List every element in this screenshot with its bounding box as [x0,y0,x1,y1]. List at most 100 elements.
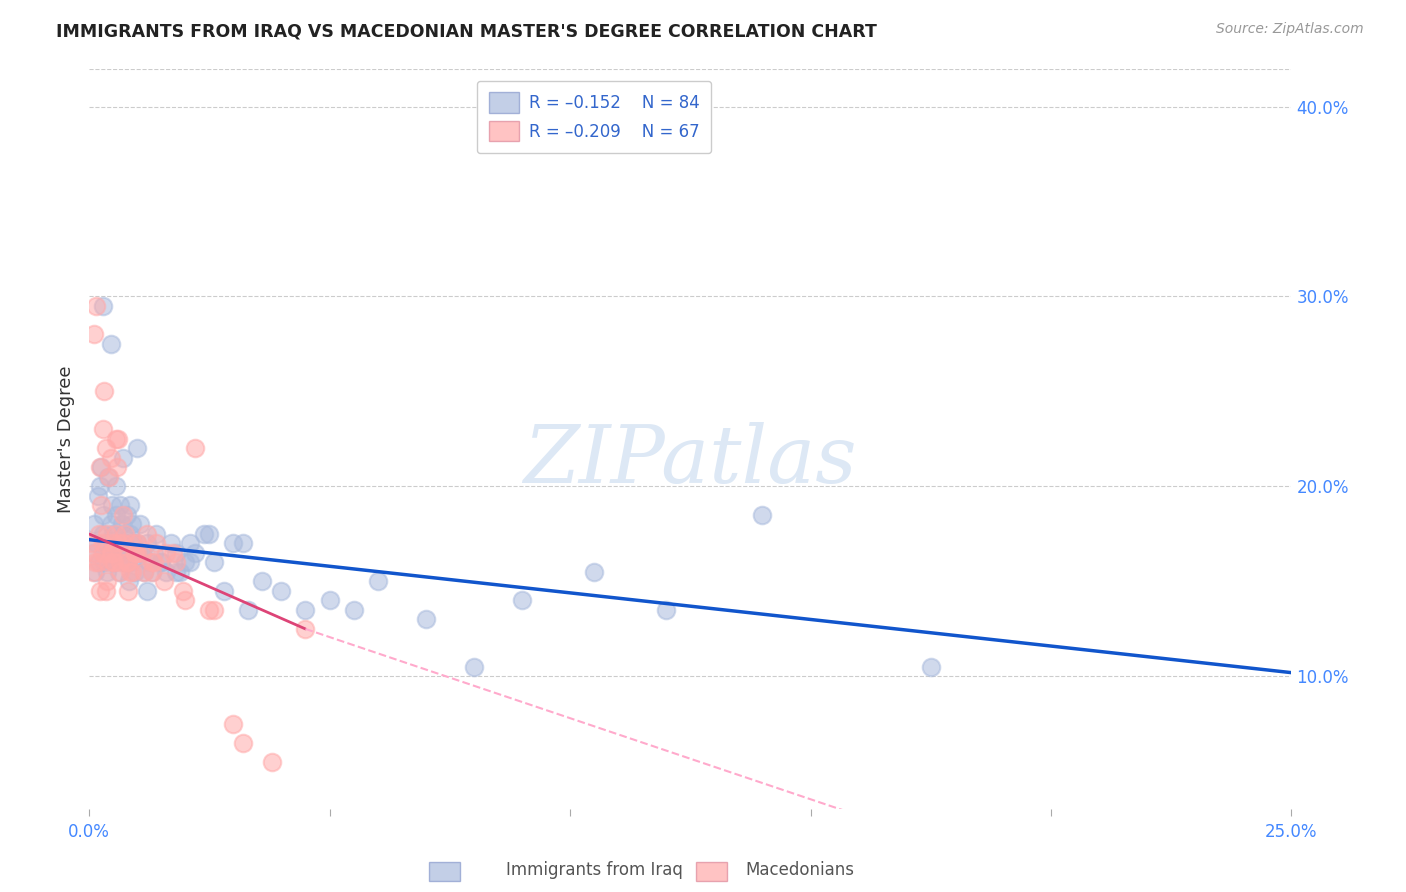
Point [127,536,149,550]
Point [198,603,221,617]
Point [270,584,292,599]
Point [118,499,141,513]
Point [155,565,177,579]
Point [169,565,191,579]
Point [294,603,316,617]
Point [112,556,135,570]
Point [415,612,437,626]
Point [184,546,207,560]
Point [111,517,134,532]
Point [105,536,128,550]
Point [174,593,197,607]
Point [110,499,132,513]
Point [222,536,245,550]
Point [128,517,150,532]
Point [107,432,129,446]
Point [124,565,146,579]
Point [89,460,111,475]
Point [124,546,146,560]
Point [152,574,174,589]
Point [143,556,166,570]
Point [87,527,110,541]
Point [127,546,149,560]
Point [104,479,127,493]
Point [145,527,167,541]
Point [107,536,129,550]
Point [127,536,149,550]
Point [93,422,115,436]
Point [93,508,115,522]
Point [367,574,389,589]
Point [103,556,125,570]
Point [920,660,942,674]
Point [138,556,160,570]
Point [89,584,111,599]
Point [583,565,606,579]
Point [150,556,173,570]
Point [222,717,245,731]
Point [82,565,104,579]
Point [83,565,105,579]
Point [232,536,254,550]
Point [260,755,283,769]
Point [93,299,115,313]
Point [90,460,112,475]
Point [104,527,127,541]
Text: Immigrants from Iraq: Immigrants from Iraq [506,861,683,879]
Point [121,536,143,550]
Point [160,536,183,550]
Point [100,546,122,560]
Text: ZIPatlas: ZIPatlas [523,423,858,500]
Point [103,556,125,570]
Point [117,556,139,570]
Point [107,546,129,560]
Point [121,517,143,532]
Point [131,546,153,560]
Point [135,584,157,599]
Point [83,556,105,570]
Point [135,527,157,541]
Point [110,556,132,570]
Point [91,536,114,550]
Point [110,565,132,579]
Point [94,584,117,599]
Point [83,327,105,342]
Point [212,584,235,599]
Point [124,546,146,560]
Point [141,556,163,570]
Point [510,593,533,607]
Point [143,546,166,560]
Point [342,603,364,617]
Point [87,556,110,570]
Point [141,565,163,579]
Point [294,622,316,636]
Point [93,384,115,399]
Text: IMMIGRANTS FROM IRAQ VS MACEDONIAN MASTER'S DEGREE CORRELATION CHART: IMMIGRANTS FROM IRAQ VS MACEDONIAN MASTE… [56,22,877,40]
Point [87,556,110,570]
Point [117,546,139,560]
Point [135,536,157,550]
Point [179,536,201,550]
Point [87,489,110,503]
Point [100,450,122,465]
Point [83,546,105,560]
Point [104,432,127,446]
Point [108,565,131,579]
Point [117,574,139,589]
Point [94,536,117,550]
Point [145,536,167,550]
Point [118,565,141,579]
Point [101,527,124,541]
Point [125,546,148,560]
Point [101,536,124,550]
Point [101,499,124,513]
Point [105,460,128,475]
Point [96,574,118,589]
Point [115,556,138,570]
Point [111,536,134,550]
Point [179,556,201,570]
Point [120,556,142,570]
Point [97,470,120,484]
Point [193,527,215,541]
Text: Source: ZipAtlas.com: Source: ZipAtlas.com [1216,22,1364,37]
